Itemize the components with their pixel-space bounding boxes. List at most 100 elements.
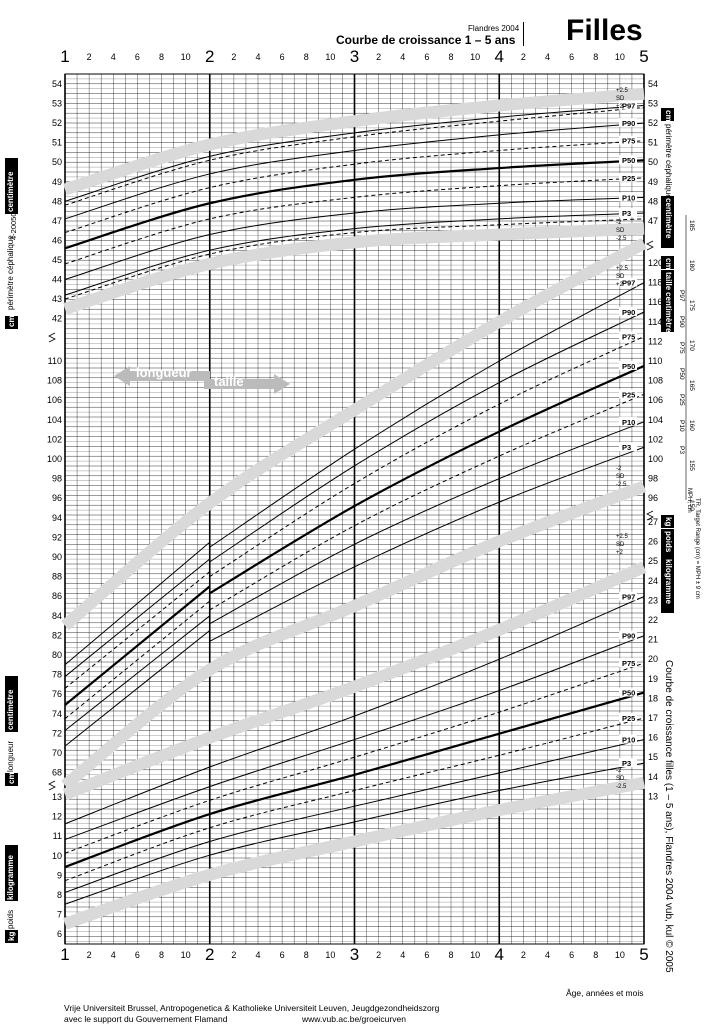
weight-right-tick: 20 bbox=[648, 654, 658, 664]
weight-left-tick: 9 bbox=[57, 870, 62, 880]
percentile-label-bg bbox=[619, 734, 637, 744]
head-right-label: périmètre céphalique bbox=[664, 124, 673, 199]
weight-left-label-box: kilogramme poids kg bbox=[5, 845, 18, 943]
length-p10-line bbox=[64, 615, 211, 731]
axis-break-mark bbox=[646, 510, 654, 521]
head-2sd-line bbox=[64, 106, 645, 206]
percentile-label-bg bbox=[619, 360, 637, 370]
percentile-label-bg bbox=[619, 630, 637, 640]
footer-url: www.vub.ac.be/groeicurven bbox=[302, 1014, 406, 1024]
head-sd-label: SD bbox=[616, 96, 625, 102]
length-p3-line bbox=[64, 630, 211, 747]
head-sd-label: +2.5 bbox=[616, 88, 629, 94]
percentile-label-bg bbox=[619, 591, 637, 601]
weight-right-tick: 21 bbox=[648, 635, 658, 645]
height-right-unit: cm bbox=[664, 258, 673, 270]
weight-p97-line bbox=[64, 596, 645, 825]
x-month-tick-label: 2 bbox=[521, 52, 526, 62]
head-p25-line bbox=[64, 177, 645, 265]
length-left-tick: 92 bbox=[52, 532, 62, 542]
arrow-height-label: taille bbox=[214, 374, 244, 389]
x-month-tick-label: 2 bbox=[231, 950, 236, 960]
weight-left-tick: 6 bbox=[57, 929, 62, 939]
weight-right-tick: 19 bbox=[648, 674, 658, 684]
head-right-tick: 51 bbox=[648, 138, 658, 148]
x-month-tick-label: 8 bbox=[159, 950, 164, 960]
x-month-tick-label: 6 bbox=[424, 950, 429, 960]
weight-sd-label: -2.5 bbox=[616, 784, 627, 790]
height-right-tick: 102 bbox=[648, 434, 663, 444]
length-left-tick: 68 bbox=[52, 768, 62, 778]
weight-right-label: poids bbox=[664, 531, 673, 553]
side-labels: P97 P90 P75 P50 P25 P10 P3 P97 P90 P75 P50 P25 P10 P3… bbox=[616, 88, 695, 790]
percentile-label-bg bbox=[619, 331, 637, 341]
weight-right-unit: kg bbox=[664, 517, 673, 527]
head-left-tick: 48 bbox=[52, 196, 62, 206]
axis-break-mark bbox=[646, 240, 654, 251]
weight-left-label: poids bbox=[6, 909, 15, 929]
weight-sd-label: +2 bbox=[616, 550, 624, 556]
target-percentile-label: P90 bbox=[678, 316, 685, 328]
head-left-tick: 46 bbox=[52, 235, 62, 245]
length-left-tick: 76 bbox=[52, 689, 62, 699]
weight-left-tick: 11 bbox=[53, 831, 62, 841]
weight-right-label-box: kg poids kilogramme bbox=[661, 515, 674, 615]
percentile-label: P3 bbox=[622, 443, 631, 452]
percentile-label-bg bbox=[619, 118, 637, 128]
height-p10-line bbox=[209, 421, 645, 625]
weight-sd-band bbox=[63, 776, 646, 930]
x-month-tick-label: 10 bbox=[615, 52, 625, 62]
weight-sd-label: SD bbox=[616, 776, 625, 782]
head-right-unit: cm bbox=[664, 110, 673, 122]
mph-label: MPH, cm bbox=[686, 488, 692, 513]
target-height-tick: 150 bbox=[688, 500, 695, 511]
percentile-label-bg bbox=[619, 100, 637, 110]
weight-sd-label: -2 bbox=[616, 768, 622, 774]
percentile-label: P50 bbox=[622, 156, 635, 165]
x-month-tick-label: 4 bbox=[400, 950, 405, 960]
length-left-tick: 104 bbox=[47, 415, 62, 425]
x-month-tick-label: 8 bbox=[159, 52, 164, 62]
x-month-tick-label: 4 bbox=[111, 950, 116, 960]
length-left-tick: 98 bbox=[52, 474, 62, 484]
weight-right-tick: 22 bbox=[648, 615, 658, 625]
height-sd-label: -2.5 bbox=[616, 482, 627, 488]
head-left-tick: 49 bbox=[52, 177, 62, 187]
head-left-tick: 44 bbox=[52, 275, 62, 285]
head-p50-line bbox=[64, 159, 645, 250]
length-left-unit: cm bbox=[7, 772, 16, 784]
x-month-tick-label: 4 bbox=[255, 52, 260, 62]
length-height-arrows: longueur taille bbox=[114, 365, 294, 394]
head-left-tick: 54 bbox=[52, 79, 62, 89]
x-month-tick-label: 6 bbox=[135, 52, 140, 62]
x-year-tick-label: 2 bbox=[205, 945, 214, 964]
x-month-tick-label: 10 bbox=[181, 950, 191, 960]
length-left-tick: 90 bbox=[52, 552, 62, 562]
weight-right-tick: 26 bbox=[648, 537, 658, 547]
head-left-tick: 52 bbox=[52, 118, 62, 128]
x-month-tick-label: 8 bbox=[593, 52, 598, 62]
percentile-label: P90 bbox=[622, 632, 635, 641]
percentile-label: P3 bbox=[622, 209, 631, 218]
height-right-tick: 106 bbox=[648, 395, 663, 405]
x-month-tick-label: 10 bbox=[615, 950, 625, 960]
x-month-tick-label: 4 bbox=[111, 52, 116, 62]
x-month-tick-label: 6 bbox=[569, 950, 574, 960]
chart-axes: 1 2 3 4 52 4 6 8 10 2 4 6 8 10 2 4 6 8 10 2 4 6 8 101 2 3 4 52 4 6 8 10… bbox=[47, 47, 663, 964]
target-percentile-label: P25 bbox=[678, 394, 685, 406]
x-month-tick-label: 2 bbox=[521, 950, 526, 960]
x-year-tick-label: 5 bbox=[639, 945, 648, 964]
percentile-label: P90 bbox=[622, 308, 635, 317]
head-p90-line bbox=[64, 122, 645, 220]
x-month-tick-label: 4 bbox=[255, 950, 260, 960]
percentile-label: P3 bbox=[622, 759, 631, 768]
axis-break-mark bbox=[48, 780, 56, 791]
percentile-label-bg bbox=[619, 155, 637, 165]
x-month-tick-label: 8 bbox=[304, 52, 309, 62]
right-vertical-caption: Courbe de croissance filles (1 – 5 ans),… bbox=[663, 660, 674, 973]
height-right-tick: 118 bbox=[648, 278, 662, 288]
sex-title: Filles bbox=[566, 14, 643, 47]
weight-left-tick: 12 bbox=[52, 812, 62, 822]
height-sd-label: SD bbox=[616, 274, 625, 280]
x-month-tick-label: 6 bbox=[424, 52, 429, 62]
